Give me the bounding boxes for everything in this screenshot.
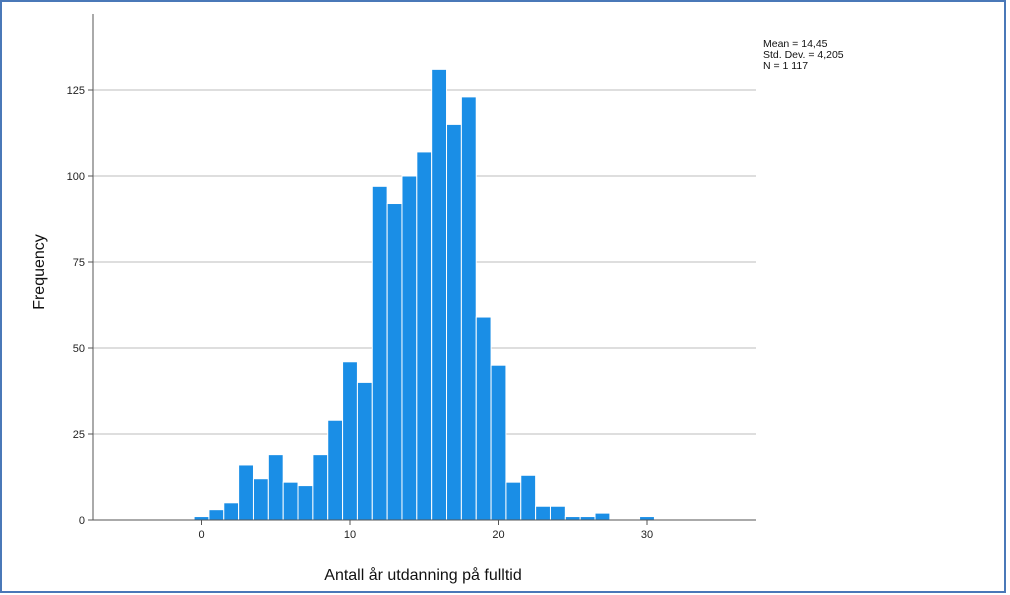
y-tick-label: 25 — [73, 429, 85, 441]
stat-std-dev: Std. Dev. = 4,205 — [763, 49, 844, 61]
y-tick-label: 75 — [73, 257, 85, 269]
x-tick-label: 10 — [344, 529, 356, 541]
histogram-bar — [327, 419, 344, 521]
histogram-bar — [594, 512, 611, 521]
histogram-bar — [431, 68, 448, 521]
histogram-bar — [535, 505, 551, 521]
histogram-bar — [505, 481, 522, 521]
x-tick-label: 30 — [641, 529, 653, 541]
histogram-bar — [386, 203, 403, 521]
stat-n: N = 1 117 — [763, 60, 809, 72]
y-tick-label: 50 — [73, 343, 85, 355]
histogram-bar — [460, 96, 477, 521]
histogram-bar — [342, 361, 358, 521]
histogram-bar — [564, 516, 581, 521]
y-tick-label: 0 — [79, 515, 85, 527]
histogram-bar — [401, 175, 418, 521]
histogram-bar — [282, 481, 299, 521]
histogram-bar — [238, 464, 254, 521]
stats-box: Mean = 14,45 Std. Dev. = 4,205 N = 1 117 — [763, 39, 844, 72]
histogram-bar — [579, 516, 596, 521]
x-tick-labels: 0 10 20 30 — [198, 520, 653, 541]
stat-mean: Mean = 14,45 — [763, 38, 828, 50]
histogram-bar — [208, 509, 225, 521]
histogram-bar — [297, 485, 314, 521]
histogram-bar — [223, 502, 240, 521]
histogram-bar — [446, 123, 462, 521]
histogram-bar — [371, 185, 388, 521]
axes — [92, 14, 756, 521]
y-tick-labels: 0 25 50 75 100 125 — [67, 85, 93, 527]
histogram-bar — [549, 505, 566, 521]
histogram-bar — [312, 454, 329, 521]
histogram-bar — [475, 316, 492, 521]
x-tick-label: 20 — [492, 529, 504, 541]
y-axis-title: Frequency — [31, 234, 48, 310]
y-tick-label: 125 — [67, 85, 85, 97]
histogram-bar — [490, 364, 507, 521]
histogram-bar — [416, 151, 433, 521]
histogram-bar — [193, 516, 210, 521]
histogram-bar — [639, 516, 655, 521]
histogram-bar — [356, 381, 373, 521]
x-axis-title: Antall år utdanning på fulltid — [324, 566, 521, 584]
histogram-bar — [252, 478, 269, 521]
histogram-bar — [520, 474, 537, 521]
bars — [193, 68, 655, 521]
histogram-bar — [267, 454, 284, 521]
x-tick-label: 0 — [198, 529, 204, 541]
y-tick-label: 100 — [67, 171, 85, 183]
